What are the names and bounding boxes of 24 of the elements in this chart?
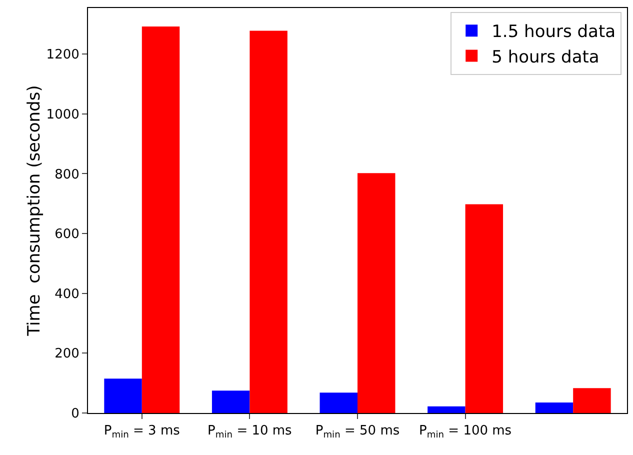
bar [142, 26, 180, 413]
bar [428, 406, 466, 413]
y-tick-label: 1000 [46, 107, 80, 122]
bar [250, 30, 288, 413]
bar [212, 390, 250, 413]
bar [535, 402, 574, 413]
x-tick-label: P$_{min}$ = 3 ms [104, 424, 180, 440]
y-tick-label: 800 [54, 167, 80, 182]
x-tick-label: P$_{min}$ = 50 ms [315, 424, 400, 440]
y-tick-label: 400 [54, 286, 80, 302]
y-axis-title: Time consumption (seconds) [24, 85, 44, 337]
y-tick-label: 200 [54, 346, 80, 362]
bar [104, 378, 142, 413]
bar [465, 204, 504, 413]
bar [320, 392, 358, 413]
y-tick-label: 0 [71, 406, 80, 422]
bar [573, 388, 611, 413]
x-tick-label: P$_{min}$ = 100 ms [419, 424, 512, 440]
legend-label: 1.5 hours data [492, 22, 616, 42]
x-tick-label: P$_{min}$ = 10 ms [208, 424, 292, 440]
y-tick-label: 1200 [46, 48, 80, 63]
y-tick-label: 600 [54, 227, 80, 242]
legend-label: 5 hours data [492, 47, 600, 68]
bar [358, 173, 396, 413]
